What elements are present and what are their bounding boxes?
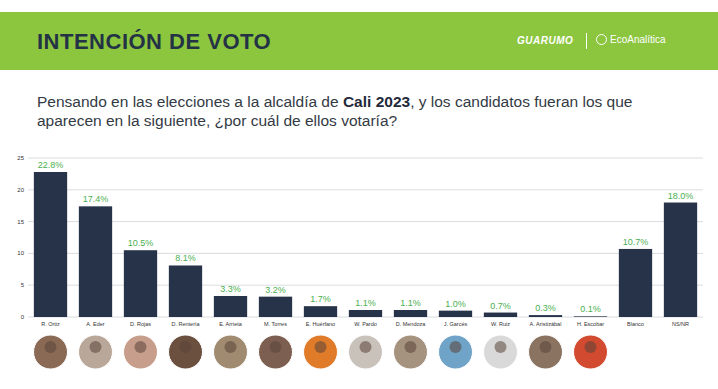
grid-line	[28, 158, 703, 159]
photo-head	[180, 341, 192, 353]
data-label: 17.4%	[83, 194, 109, 204]
candidate-photo	[79, 335, 113, 369]
candidate-photo	[574, 335, 608, 369]
photo-head	[45, 341, 57, 353]
data-label: 0.1%	[580, 304, 601, 314]
bar	[79, 206, 112, 317]
subtitle-part: Cali 2023	[343, 93, 410, 110]
bars	[34, 172, 697, 317]
candidate-photo	[529, 335, 563, 369]
page: INTENCIÓN DE VOTO GUARUMO EcoAnalítica P…	[0, 0, 718, 389]
logo-icon	[596, 34, 607, 45]
data-label: 1.1%	[355, 298, 376, 308]
candidate-photo	[349, 335, 383, 369]
data-label: 1.0%	[445, 299, 466, 309]
y-tick-label: 0	[21, 314, 25, 320]
x-tick-label: A. Eder	[86, 321, 105, 327]
subtitle-part: Pensando en las elecciones a la alcaldía…	[37, 93, 343, 110]
bar	[664, 203, 697, 317]
x-tick-label: D. Mendoza	[396, 321, 427, 327]
x-tick-label: Blanco	[627, 321, 644, 327]
candidate-photo	[34, 335, 68, 369]
x-tick-label: H. Escobar	[577, 321, 604, 327]
logo-label: EcoAnalítica	[610, 34, 666, 45]
data-label: 22.8%	[38, 160, 64, 170]
x-tick-label: E. Arrieta	[219, 321, 243, 327]
bar	[124, 250, 157, 317]
data-label: 0.3%	[535, 303, 556, 313]
bar	[484, 313, 517, 317]
photo-head	[585, 341, 597, 353]
data-label: 3.2%	[265, 285, 286, 295]
photo-head	[225, 341, 237, 353]
bar	[574, 316, 607, 317]
x-tick-label: W. Ruiz	[491, 321, 510, 327]
bar	[439, 311, 472, 317]
bar	[259, 297, 292, 317]
data-label: 3.3%	[220, 284, 241, 294]
bar	[214, 296, 247, 317]
x-tick-label: J. Garcés	[444, 321, 468, 327]
photo-head	[405, 341, 417, 353]
x-tick-label: D. Rentería	[171, 321, 200, 327]
data-label: 18.0%	[668, 191, 694, 201]
grid-line	[28, 189, 703, 190]
logo-text: EcoAnalítica	[596, 34, 666, 45]
grid	[28, 158, 703, 317]
bar	[619, 249, 652, 317]
candidate-photo	[394, 335, 428, 369]
candidate-photo	[259, 335, 293, 369]
photo-head	[495, 341, 507, 353]
candidate-photo	[124, 335, 158, 369]
photo-head	[135, 341, 147, 353]
photo-head	[360, 341, 372, 353]
bar	[394, 310, 427, 317]
candidate-photo	[484, 335, 518, 369]
x-tick-label: E. Huérfano	[306, 321, 335, 327]
y-tick-label: 25	[17, 155, 24, 161]
subtitle: Pensando en las elecciones a la alcaldía…	[37, 92, 637, 130]
photos	[34, 335, 608, 369]
x-tick-label: D. Rojas	[130, 321, 151, 327]
y-tick-label: 10	[17, 250, 24, 256]
title: INTENCIÓN DE VOTO	[37, 29, 271, 55]
candidate-photo	[439, 335, 473, 369]
bar	[34, 172, 67, 317]
data-label: 1.7%	[310, 294, 331, 304]
y-tick-label: 20	[17, 187, 24, 193]
logo-text: GUARUMO	[517, 35, 573, 46]
photo-head	[270, 341, 282, 353]
data-label: 0.7%	[490, 301, 511, 311]
photo-head	[540, 341, 552, 353]
bar	[169, 265, 202, 317]
y-tick-label: 5	[21, 282, 25, 288]
chart: 0 5 10 15 20 25 22.8% 17.4% 10.5% 8.1% 3.3% 3.2% 1.7…	[0, 0, 718, 389]
data-label: 10.7%	[623, 237, 649, 247]
photo-head	[90, 341, 102, 353]
grid-line	[28, 221, 703, 222]
x-tick-label: W. Pardo	[354, 321, 377, 327]
bar	[304, 306, 337, 317]
candidate-photo	[304, 335, 338, 369]
logo-separator	[586, 33, 587, 49]
data-label: 10.5%	[128, 238, 154, 248]
photo-head	[450, 341, 462, 353]
y-tick-label: 15	[17, 219, 24, 225]
x-tick-label: R. Ortiz	[41, 321, 60, 327]
x-tick-label: A. Aristizábal	[530, 321, 562, 327]
x-tick-label: M. Torres	[264, 321, 287, 327]
candidate-photo	[214, 335, 248, 369]
photo-head	[315, 341, 327, 353]
bar	[529, 315, 562, 317]
x-tick-label: NS/NR	[672, 321, 689, 327]
candidate-photo	[169, 335, 203, 369]
data-label: 8.1%	[175, 253, 196, 263]
data-label: 1.1%	[400, 298, 421, 308]
bar	[349, 310, 382, 317]
